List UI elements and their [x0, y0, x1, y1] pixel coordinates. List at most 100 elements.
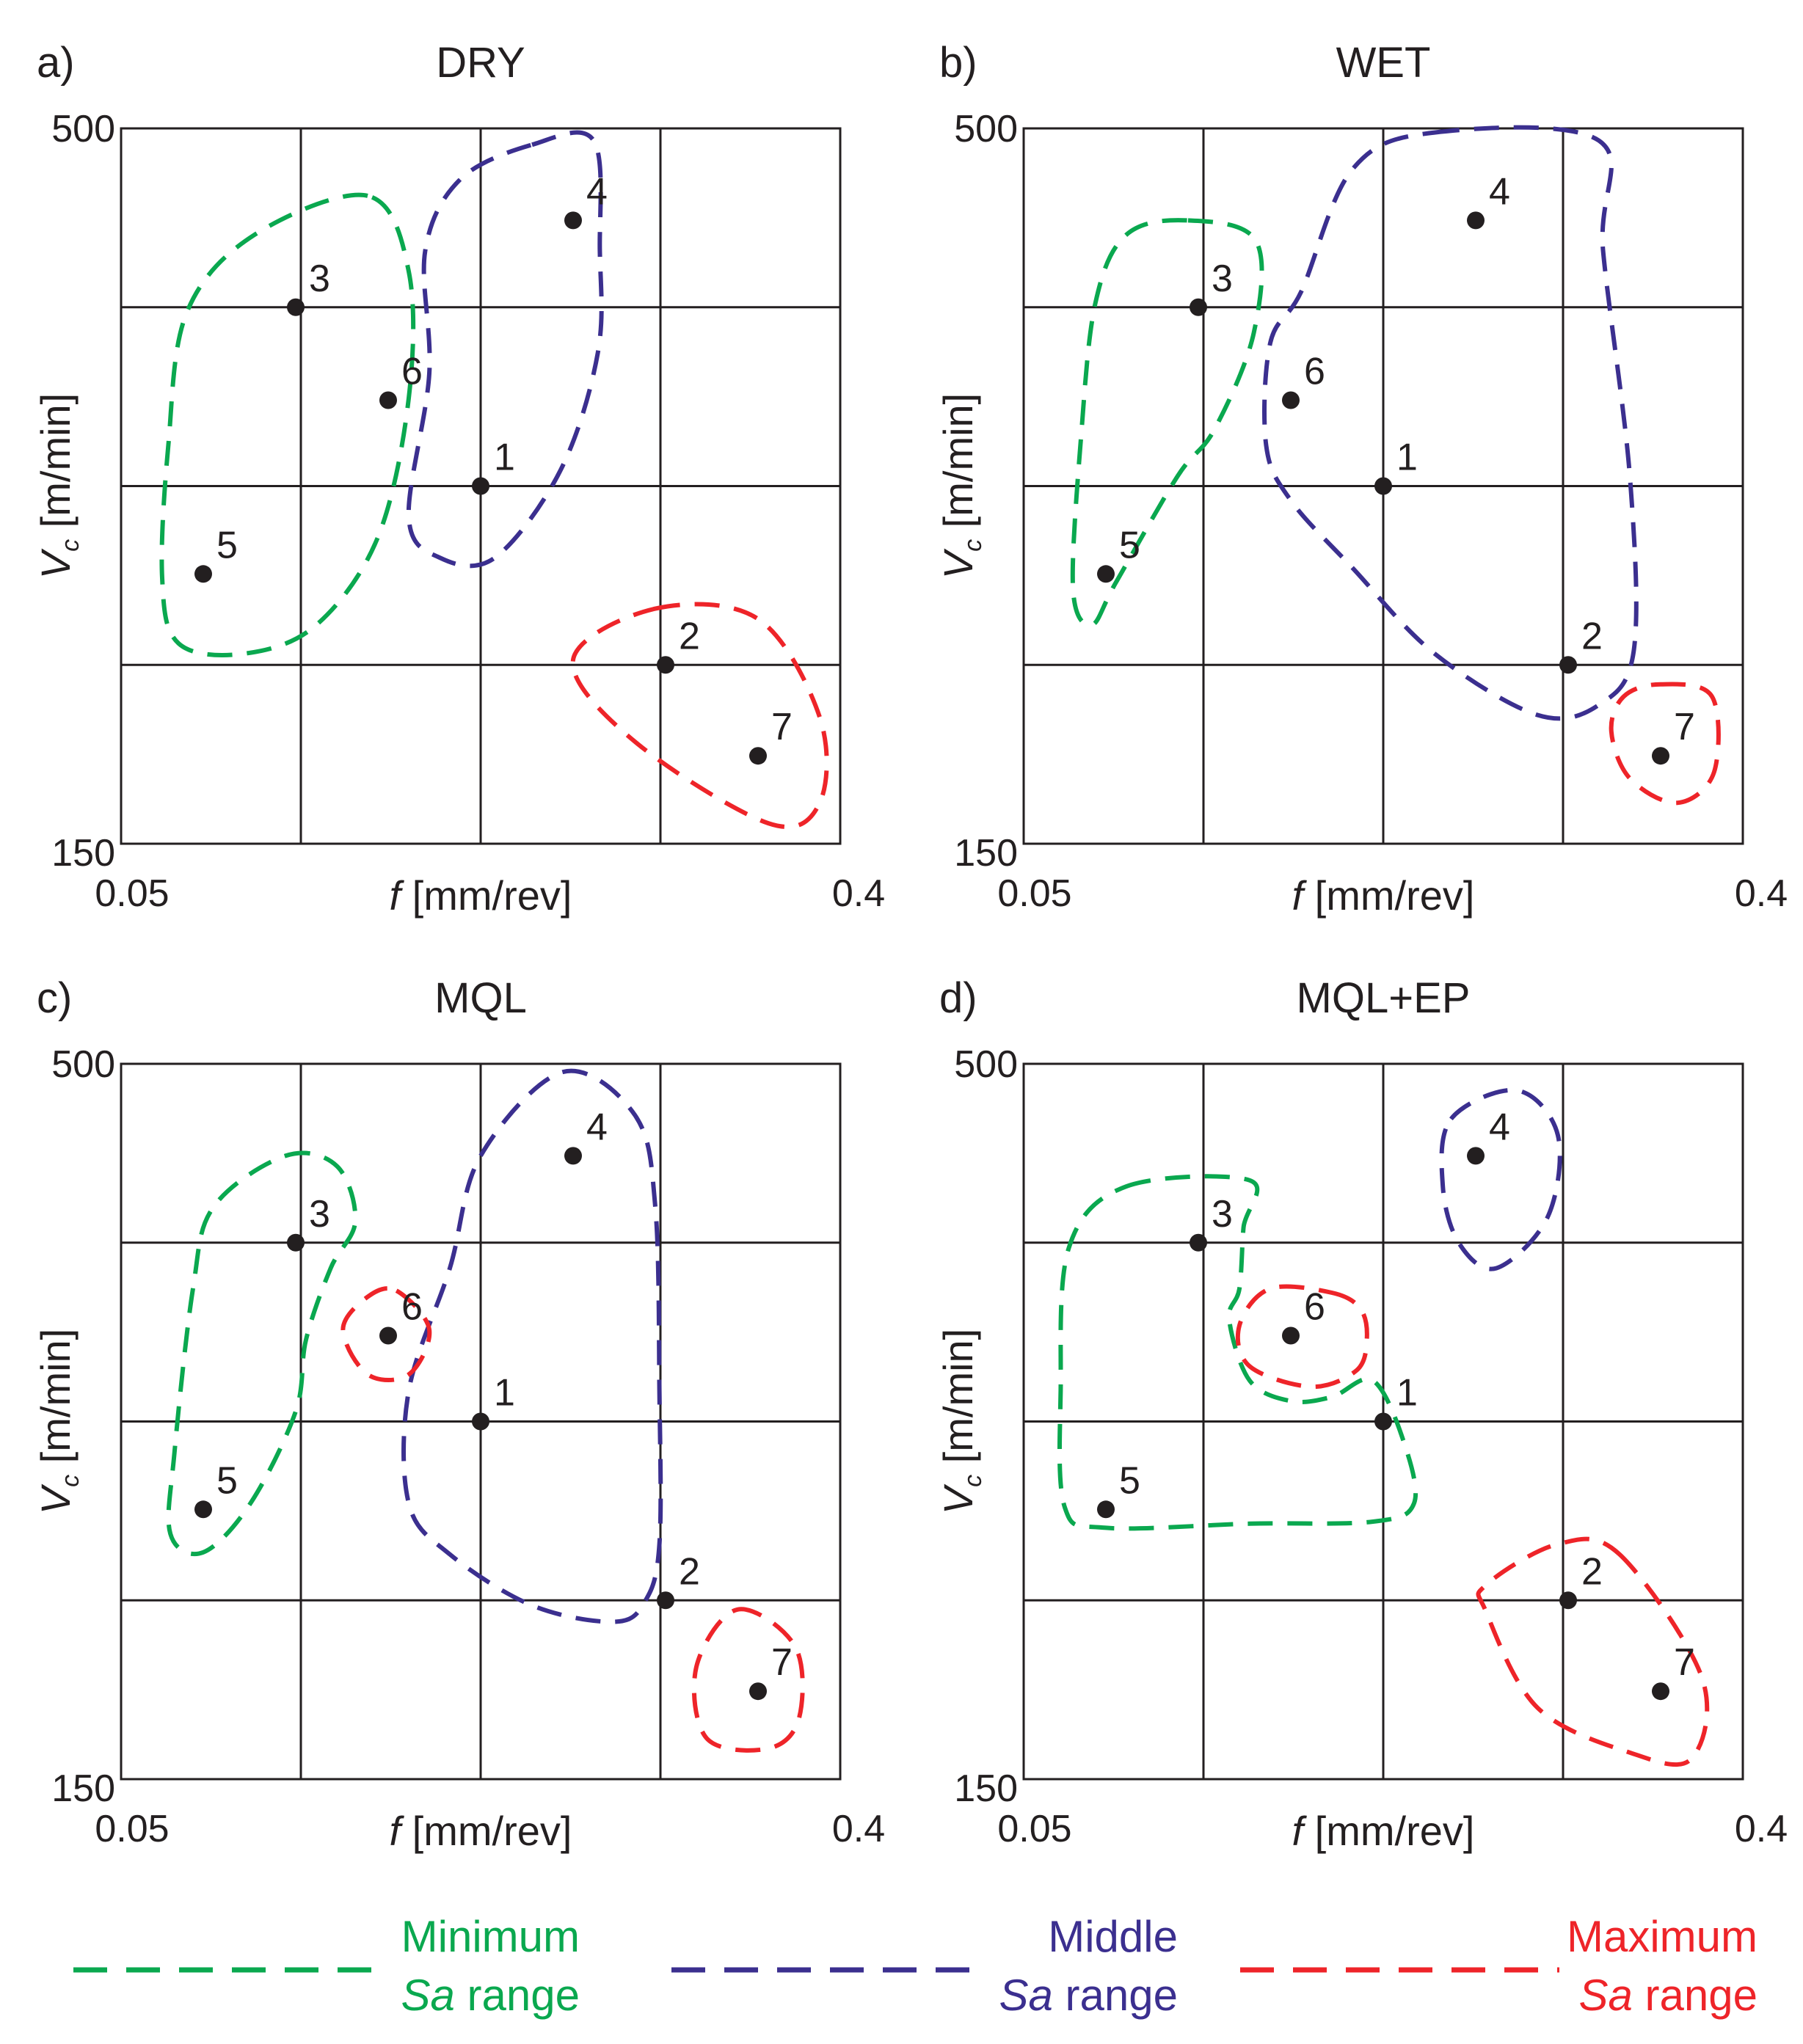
y-tick-max: 500 [954, 108, 1018, 150]
y-axis-label-sub: c [959, 539, 987, 552]
data-point-label-2: 2 [1581, 1550, 1603, 1593]
data-point-5 [1097, 565, 1115, 583]
data-point-label-3: 3 [1212, 1193, 1233, 1235]
y-axis-label-var: V [32, 1483, 79, 1514]
y-tick-min: 150 [51, 832, 115, 875]
legend-label-minimum: Minimum [401, 1912, 580, 1961]
y-axis-label-var: V [935, 548, 981, 579]
legend-sublabel-minimum: Sa range [401, 1971, 580, 2020]
data-point-label-4: 4 [586, 1106, 608, 1148]
data-point-4 [564, 1147, 582, 1165]
legend-range: range [1053, 1971, 1178, 2020]
y-axis-label-sub: c [959, 1475, 987, 1487]
y-axis-label: Vc [m/min] [935, 393, 987, 579]
data-point-7 [749, 1682, 767, 1701]
y-tick-max: 500 [51, 1043, 115, 1086]
data-point-1 [1374, 1412, 1392, 1431]
data-point-label-2: 2 [1581, 615, 1603, 657]
y-axis-label-unit: [m/min] [935, 393, 981, 539]
data-point-1 [472, 1412, 489, 1431]
y-axis-label: Vc [m/min] [32, 393, 84, 579]
x-axis-label-unit: [mm/rev] [401, 872, 572, 919]
panel-letter: b) [939, 39, 977, 87]
legend-sa: Sa [401, 1971, 454, 2020]
y-axis-label-sub: c [57, 1475, 84, 1487]
data-point-3 [287, 298, 305, 316]
panel-title: DRY [436, 39, 525, 87]
data-point-label-1: 1 [1396, 437, 1418, 479]
y-axis-label-sub: c [57, 539, 84, 552]
data-points: 1 2 3 4 5 6 7 [1097, 1106, 1695, 1701]
data-point-2 [657, 1591, 674, 1610]
maximum-range-contour [691, 1607, 805, 1753]
data-point-7 [749, 747, 767, 765]
x-tick-min: 0.05 [997, 872, 1071, 915]
data-point-label-3: 3 [309, 1193, 330, 1235]
minimum-range-contour [166, 1150, 358, 1557]
data-point-label-2: 2 [679, 615, 700, 657]
data-point-6 [1282, 1326, 1300, 1345]
data-point-label-7: 7 [1674, 706, 1695, 748]
legend: Minimum Sa range Middle Sa range Maximum Sa r… [73, 1912, 1758, 2020]
data-point-5 [1097, 1500, 1115, 1519]
data-point-7 [1652, 747, 1669, 765]
grid [120, 127, 842, 845]
data-point-label-1: 1 [1396, 1372, 1418, 1415]
data-point-label-6: 6 [1304, 351, 1325, 393]
range-contours [166, 1068, 805, 1753]
panel-title: MQL [434, 974, 527, 1022]
data-point-5 [194, 565, 212, 583]
legend-label-middle: Middle [1048, 1912, 1178, 1961]
x-tick-min: 0.05 [997, 1808, 1071, 1850]
data-point-5 [194, 1500, 212, 1519]
y-axis-label-var: V [32, 548, 79, 579]
data-point-6 [379, 1326, 397, 1345]
x-axis-label-unit: [mm/rev] [1303, 1808, 1474, 1854]
legend-sa: Sa [999, 1971, 1052, 2020]
data-point-label-5: 5 [1119, 1459, 1140, 1502]
y-tick-min: 150 [51, 1767, 115, 1810]
panel-letter: a) [37, 39, 75, 87]
data-point-label-3: 3 [1212, 258, 1233, 300]
range-contours [1057, 1087, 1710, 1767]
x-axis-label: f [mm/rev] [1292, 872, 1475, 919]
middle-range-contour [406, 130, 604, 569]
y-axis-label: Vc [m/min] [32, 1329, 84, 1514]
legend-range: range [1633, 1971, 1758, 2020]
data-point-label-1: 1 [494, 437, 515, 479]
data-point-2 [1559, 656, 1577, 674]
x-axis-label-unit: [mm/rev] [1303, 872, 1474, 919]
x-tick-max: 0.4 [1735, 872, 1788, 915]
panel-letter: d) [939, 974, 977, 1022]
data-point-label-6: 6 [401, 351, 423, 393]
x-tick-min: 0.05 [95, 872, 169, 915]
data-point-label-7: 7 [1674, 1641, 1695, 1684]
data-points: 1 2 3 4 5 6 7 [194, 170, 793, 765]
y-axis-label-var: V [935, 1483, 981, 1514]
y-axis-label: Vc [m/min] [935, 1329, 987, 1514]
maximum-range-contour [1476, 1536, 1710, 1767]
data-point-1 [472, 477, 489, 495]
data-point-label-7: 7 [771, 1641, 793, 1684]
data-point-6 [379, 391, 397, 409]
data-point-label-5: 5 [216, 1459, 238, 1502]
data-point-7 [1652, 1682, 1669, 1701]
legend-sublabel-maximum: Sa range [1578, 1971, 1758, 2020]
y-axis-label-unit: [m/min] [935, 1329, 981, 1475]
y-axis-label-unit: [m/min] [32, 1329, 79, 1475]
legend-sa: Sa [1578, 1971, 1632, 2020]
maximum-range-contour [1609, 682, 1721, 806]
minimum-range-contour [1057, 1174, 1418, 1531]
legend-label-maximum: Maximum [1567, 1912, 1758, 1961]
data-points: 1 2 3 4 5 6 7 [1097, 170, 1695, 765]
data-point-4 [1467, 1147, 1485, 1165]
x-tick-min: 0.05 [95, 1808, 169, 1850]
y-tick-min: 150 [954, 832, 1018, 875]
x-tick-max: 0.4 [1735, 1808, 1788, 1850]
